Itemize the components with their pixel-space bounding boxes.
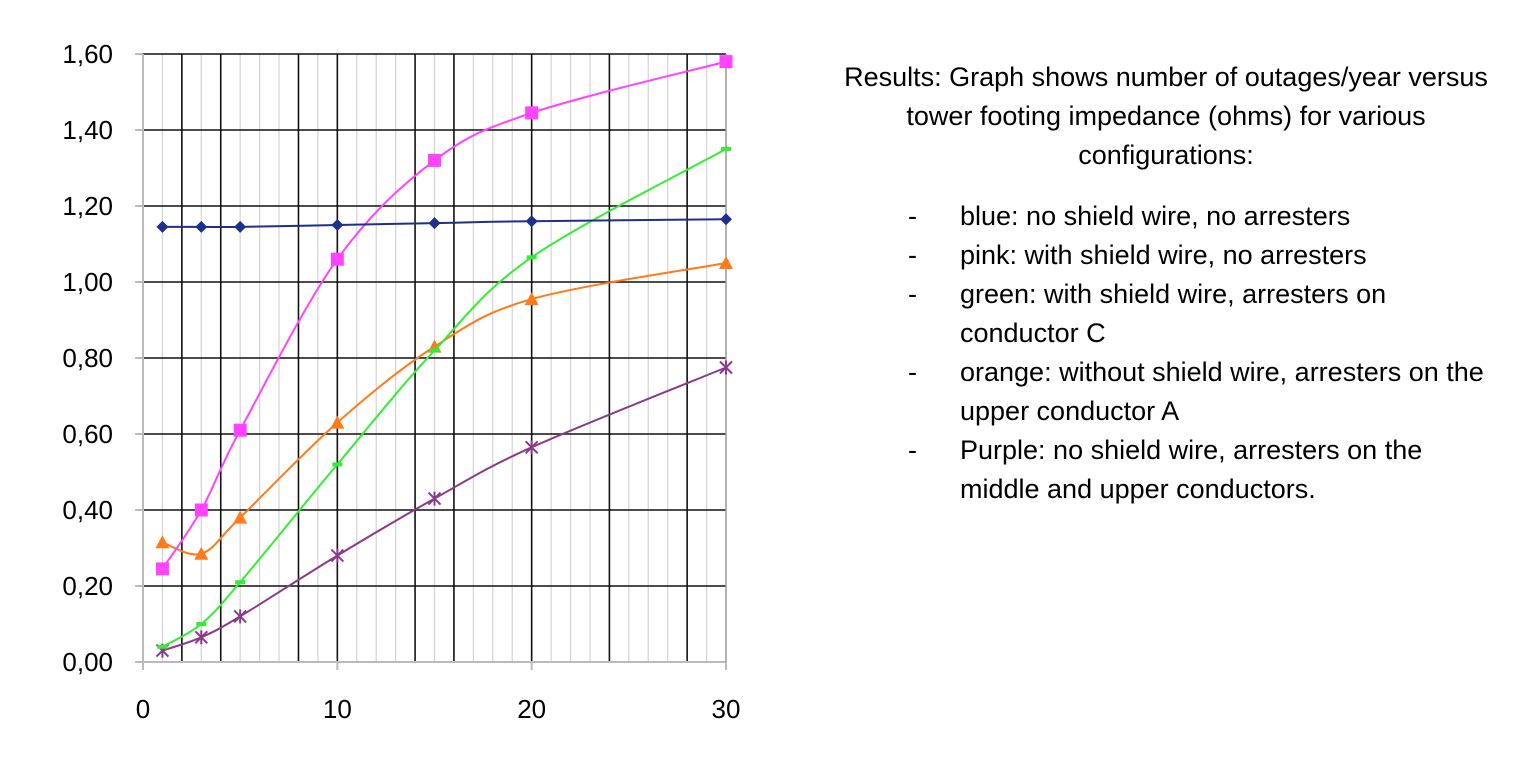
series-line-4 [155, 360, 733, 658]
data-point-dash [196, 622, 207, 626]
data-point-dash [429, 348, 440, 353]
data-point-star [233, 609, 247, 624]
data-point-triangle [194, 546, 209, 560]
data-point-diamond [428, 217, 441, 230]
data-point-square [194, 503, 208, 517]
config-text: pink: with shield wire, no arresters [960, 240, 1367, 270]
data-point-dash [332, 462, 343, 467]
data-point-dash [526, 255, 537, 260]
data-point-diamond [525, 215, 538, 228]
config-item-blue: - blue: no shield wire, no arresters [830, 197, 1502, 236]
configuration-list: - blue: no shield wire, no arresters - pin… [830, 197, 1502, 509]
data-point-star [427, 491, 442, 506]
results-description: Results: Graph shows number of outages/y… [830, 58, 1502, 509]
y-tick-label: 1,60 [62, 39, 113, 69]
outages-chart: 0,00 0,20 0,40 0,60 0,80 1,00 1,20 1,40 1,60 0 10… [62, 39, 741, 724]
y-tick-label: 0,40 [62, 495, 113, 525]
y-tick-label: 1,00 [62, 267, 113, 297]
series-line-3 [155, 256, 733, 560]
y-tick-label: 0,80 [62, 343, 113, 373]
config-item-pink: - pink: with shield wire, no arresters [830, 236, 1502, 275]
data-point-star [524, 440, 539, 455]
series-line-1 [155, 55, 733, 576]
data-point-square [719, 55, 733, 69]
y-tick-labels: 0,00 0,20 0,40 0,60 0,80 1,00 1,20 1,40 1,60 [62, 39, 113, 677]
bullet-dash: - [908, 201, 917, 231]
data-point-triangle [330, 415, 345, 429]
bullet-dash: - [908, 435, 917, 465]
x-tick-label: 0 [136, 694, 150, 724]
data-point-star [719, 360, 733, 375]
x-tick-labels: 0 10 20 30 [136, 694, 741, 724]
data-point-triangle [155, 535, 170, 549]
horizontal-gridlines [143, 53, 726, 587]
series-curve [162, 218, 727, 229]
series-line-0 [156, 213, 732, 233]
y-tick-label: 1,40 [62, 115, 113, 145]
data-point-dash [157, 644, 168, 649]
config-text: blue: no shield wire, no arresters [960, 201, 1351, 231]
bullet-dash: - [908, 279, 917, 309]
data-point-triangle [233, 510, 248, 524]
data-point-square [233, 423, 247, 437]
x-tick-label: 20 [517, 694, 546, 724]
config-item-orange: - orange: without shield wire, arresters … [830, 353, 1502, 431]
series-curve [162, 366, 727, 652]
data-point-dash [721, 147, 731, 151]
chart-series [155, 55, 733, 658]
config-item-purple: - Purple: no shield wire, arresters on th… [830, 431, 1502, 509]
y-tick-label: 0,00 [62, 647, 113, 677]
data-point-diamond [720, 213, 732, 226]
config-text: orange: without shield wire, arresters o… [960, 357, 1484, 426]
data-point-square [330, 252, 344, 266]
data-point-star [330, 548, 345, 563]
series-curve [162, 262, 727, 556]
data-point-square [525, 106, 539, 120]
y-tick-label: 0,20 [62, 571, 113, 601]
chart-axes [135, 53, 727, 670]
data-point-square [155, 562, 169, 576]
data-point-dash [235, 580, 246, 585]
x-tick-label: 10 [323, 694, 352, 724]
x-tick-label: 30 [712, 694, 741, 724]
bullet-dash: - [908, 240, 917, 270]
data-point-triangle [524, 292, 539, 306]
data-point-diamond [156, 220, 169, 233]
bullet-dash: - [908, 357, 917, 387]
data-point-square [428, 153, 441, 167]
results-intro: Results: Graph shows number of outages/y… [844, 62, 1488, 170]
y-tick-label: 1,20 [62, 191, 113, 221]
series-line-2 [157, 147, 731, 649]
vertical-gridlines [181, 54, 688, 662]
config-item-green: - green: with shield wire, arresters on c… [830, 275, 1502, 353]
data-point-diamond [195, 220, 208, 233]
data-point-star [194, 630, 209, 645]
series-curve [161, 60, 727, 570]
y-tick-label: 0,60 [62, 419, 113, 449]
data-point-diamond [331, 219, 344, 231]
config-text: green: with shield wire, arresters on co… [960, 279, 1387, 348]
series-curve [161, 148, 727, 648]
config-text: Purple: no shield wire, arresters on the… [960, 435, 1423, 504]
data-point-diamond [234, 220, 247, 233]
data-point-triangle [719, 256, 733, 269]
